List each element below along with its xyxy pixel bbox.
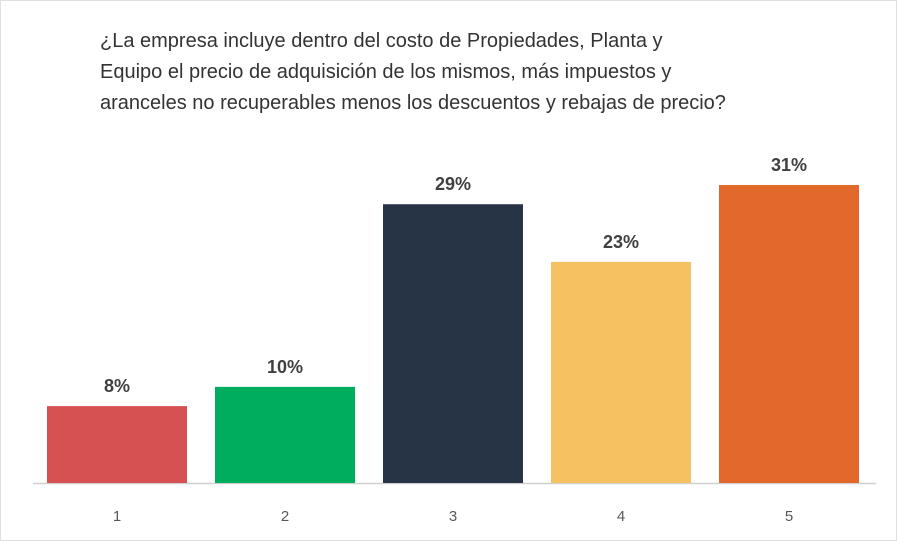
bar [47,406,187,483]
value-label: 23% [603,232,639,252]
bar [719,185,859,483]
value-label: 31% [771,155,807,175]
value-label: 10% [267,357,303,377]
bar [551,261,691,483]
value-label: 8% [104,376,130,396]
x-tick-label: 1 [113,508,121,525]
x-tick-label: 5 [785,508,793,525]
value-label: 29% [435,174,471,194]
bar [215,386,355,483]
x-tick-label: 2 [281,508,289,525]
x-tick-label: 4 [617,508,625,525]
bar [383,204,523,483]
chart-title: ¿La empresa incluye dentro del costo de … [100,30,726,114]
x-tick-label: 3 [449,508,457,525]
